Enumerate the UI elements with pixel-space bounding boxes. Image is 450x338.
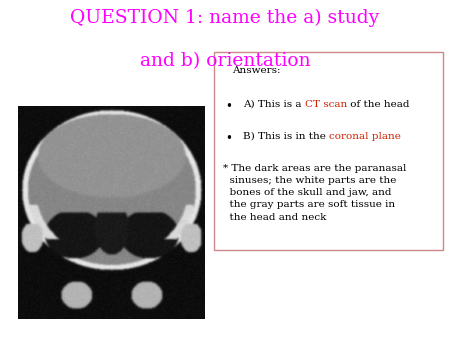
Text: coronal plane: coronal plane [329,132,401,141]
Text: QUESTION 1: name the a) study: QUESTION 1: name the a) study [70,8,380,27]
Text: CT scan: CT scan [305,100,347,109]
Text: •: • [225,132,232,145]
Text: A) This is a: A) This is a [243,100,305,109]
Text: of the head: of the head [347,100,410,109]
Text: Answers:: Answers: [232,66,280,75]
FancyBboxPatch shape [214,52,443,250]
Text: * The dark areas are the paranasal
  sinuses; the white parts are the
  bones of: * The dark areas are the paranasal sinus… [223,164,406,221]
Text: and b) orientation: and b) orientation [140,52,310,70]
Text: •: • [225,100,232,113]
Text: B) This is in the: B) This is in the [243,132,329,141]
